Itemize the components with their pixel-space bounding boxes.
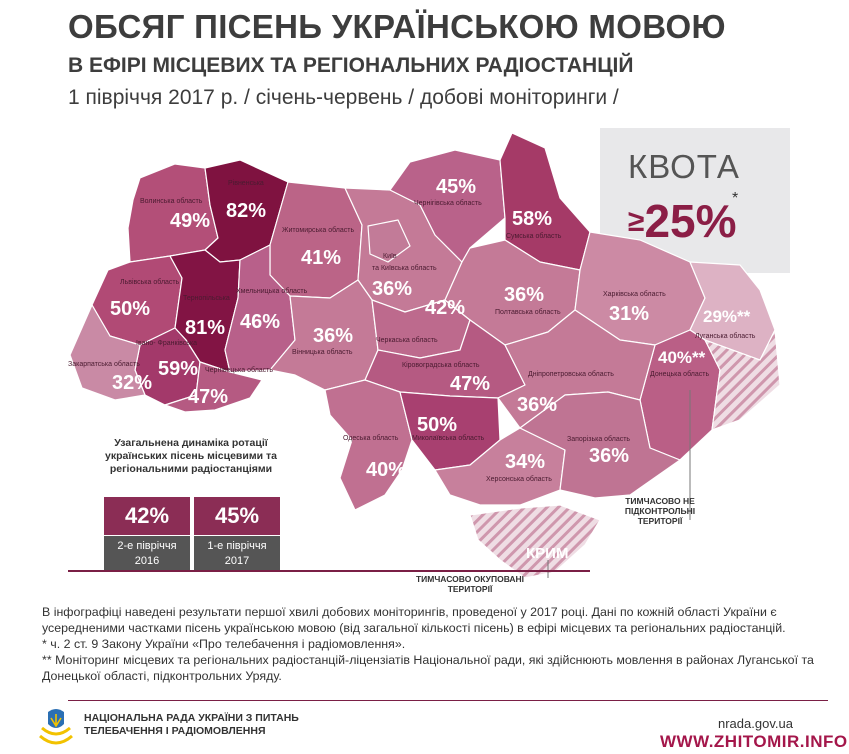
page-title: ОБСЯГ ПІСЕНЬ УКРАЇНСЬКОЮ МОВОЮ <box>68 8 726 45</box>
pct-mykolaiv: 50% <box>417 414 457 436</box>
pct-ivano-frankivsk: 59% <box>158 358 198 380</box>
quota-sign: ≥ <box>628 205 645 238</box>
name-mykolaiv: Миколаївська область <box>412 434 485 442</box>
pct-cherkasy: 42% <box>425 297 465 319</box>
dynamics-title: Узагальнена динаміка ротації українських… <box>105 437 277 475</box>
pct-zaporizhzhia: 36% <box>589 445 629 467</box>
name-kharkiv: Харківська область <box>603 290 666 298</box>
dynamics-period-2017: 1-е півріччя 2017 <box>194 536 280 570</box>
dynamics-value-2016: 42% <box>104 497 190 535</box>
pct-ternopil: 81% <box>185 317 225 339</box>
note-star1: * ч. 2 ст. 9 Закону України «Про телебач… <box>42 637 406 651</box>
name-vinnytsia: Вінницька область <box>292 348 353 356</box>
period-subtitle: 1 півріччя 2017 р. / січень-червень / до… <box>68 86 619 109</box>
pct-rivne: 82% <box>226 200 266 222</box>
pct-vinnytsia: 36% <box>313 325 353 347</box>
pct-kyiv-obl: 36% <box>372 278 412 300</box>
divider-line <box>68 570 590 572</box>
footer-divider <box>68 700 828 701</box>
name-kyiv-obl: та Київська область <box>372 264 437 272</box>
pct-luhansk: 29%** <box>703 307 751 326</box>
region-occupied-east <box>704 329 781 431</box>
name-cherkasy: Черкаська область <box>376 336 438 344</box>
name-volyn: Волинська область <box>140 197 203 205</box>
name-zaporizhzhia: Запорізька область <box>567 435 630 443</box>
region-chernihiv <box>389 149 506 263</box>
region-zaporizhzhia <box>519 391 681 499</box>
pct-dnipro: 36% <box>517 394 557 416</box>
pct-odesa: 40% <box>366 459 406 481</box>
dynamics-period-2016: 2-е півріччя 2016 <box>104 536 190 570</box>
quota-number: 25% <box>644 195 737 247</box>
name-odesa: Одеська область <box>343 434 399 442</box>
pct-chernivtsi: 47% <box>188 386 228 408</box>
pct-poltava: 36% <box>504 284 544 306</box>
footer-brand-watermark: WWW.ZHITOMIR.INFO <box>660 732 848 751</box>
name-chernivtsi: Чернівецька область <box>205 366 273 374</box>
pct-chernihiv: 45% <box>436 176 476 198</box>
nrada-logo-icon <box>39 709 73 745</box>
quota-label: КВОТА <box>628 148 740 185</box>
footer-organization: НАЦІОНАЛЬНА РАДА УКРАЇНИ З ПИТАНЬ ТЕЛЕБА… <box>84 712 299 738</box>
name-lviv: Львівська область <box>120 278 180 286</box>
name-khmelnytskyi: Хмельницька область <box>236 287 308 295</box>
name-ternopil: Тернопільська <box>183 294 230 302</box>
region-zakarpattia <box>69 304 146 401</box>
pct-kirovohrad: 47% <box>450 373 490 395</box>
footer-org-line1: НАЦІОНАЛЬНА РАДА УКРАЇНИ З ПИТАНЬ <box>84 712 299 724</box>
pct-volyn: 49% <box>170 210 210 232</box>
region-crimea <box>469 504 601 579</box>
note-star2: ** Моніторинг місцевих та регіональних р… <box>42 653 814 683</box>
name-zhytomyr: Житомирська область <box>282 226 354 234</box>
region-odesa <box>324 379 413 511</box>
name-zakarpattia: Закарпатська область <box>68 360 140 368</box>
pct-sumy: 58% <box>512 208 552 230</box>
name-kherson: Херсонська область <box>486 475 552 483</box>
name-rivne: Рівненська <box>228 179 264 187</box>
name-dnipro: Дніпропетровська область <box>528 370 614 378</box>
page-subtitle: В ЕФІРІ МІСЦЕВИХ ТА РЕГІОНАЛЬНИХ РАДІОСТ… <box>68 54 634 77</box>
dynamics-value-2017: 45% <box>194 497 280 535</box>
occupied-crimea-label: ТИМЧАСОВО ОКУПОВАНІ ТЕРИТОРІЇ <box>415 574 525 594</box>
region-zhytomyr <box>269 181 363 299</box>
name-chernihiv: Чернігівська область <box>414 199 482 207</box>
pct-zhytomyr: 41% <box>301 247 341 269</box>
note-main: В інфографіці наведені результати першої… <box>42 605 786 635</box>
quota-value: ≥25% <box>628 194 737 248</box>
footer-url-link[interactable]: nrada.gov.ua <box>718 716 793 731</box>
name-kyiv: Київ <box>383 253 397 260</box>
name-kirovohrad: Кіровоградська область <box>402 361 480 369</box>
region-kyiv <box>367 219 411 263</box>
pct-kherson: 34% <box>505 451 545 473</box>
quota-footnote-mark: * <box>732 190 739 207</box>
pct-donetsk: 40%** <box>658 348 706 367</box>
crimea-label: КРИМ <box>526 545 568 562</box>
name-poltava: Полтавська область <box>495 308 561 316</box>
name-donetsk: Донецька область <box>650 370 709 378</box>
pct-khmelnytskyi: 46% <box>240 311 280 333</box>
name-ivano-frankivsk: Івано- Франківська <box>136 339 197 347</box>
ukraine-map: 49% 82% 41% 36% 45% 58% 50% 81% 46% 36% … <box>68 132 781 579</box>
occupied-east-label: ТИМЧАСОВО НЕ ПІДКОНТРОЛЬНІ ТЕРИТОРІЇ <box>624 496 696 526</box>
pct-lviv: 50% <box>110 298 150 320</box>
footer-org-line2: ТЕЛЕБАЧЕННЯ І РАДІОМОВЛЕННЯ <box>84 725 266 737</box>
region-chernivtsi <box>164 361 263 413</box>
pct-zakarpattia: 32% <box>112 372 152 394</box>
notes-block: В інфографіці наведені результати першої… <box>42 604 832 684</box>
name-luhansk: Луганська область <box>695 332 756 340</box>
pct-kharkiv: 31% <box>609 303 649 325</box>
name-sumy: Сумська область <box>506 232 562 240</box>
